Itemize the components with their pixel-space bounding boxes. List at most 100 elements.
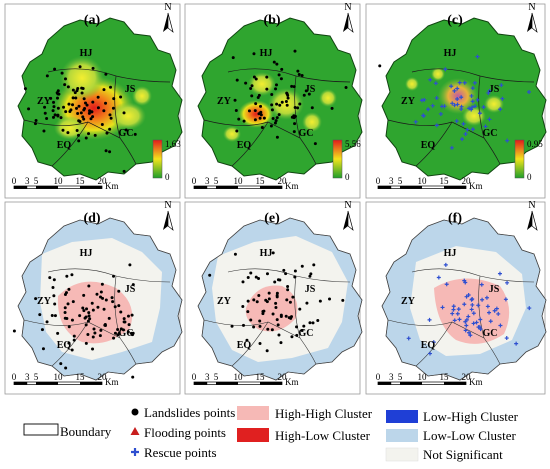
landslide-point-icon xyxy=(119,95,123,99)
landslide-point-icon xyxy=(270,108,274,112)
scale-tick-label: 0 xyxy=(12,372,17,382)
landslide-point-icon xyxy=(38,313,42,317)
rescue-point-icon xyxy=(464,317,469,322)
landslide-point-icon xyxy=(108,150,112,154)
landslide-point-icon xyxy=(300,264,304,268)
landslide-point-icon xyxy=(45,116,49,120)
landslide-point-icon xyxy=(130,313,134,317)
landslide-point-icon xyxy=(328,297,332,301)
landslide-point-icon xyxy=(84,101,88,105)
flooding-point-icon xyxy=(130,427,140,435)
landslide-point-icon xyxy=(284,314,288,318)
landslide-point-icon xyxy=(27,107,31,111)
legend-high-low-swatch xyxy=(237,428,269,442)
landslide-point-icon xyxy=(64,110,68,114)
landslide-point-icon xyxy=(260,126,264,130)
landslide-point-icon xyxy=(88,109,92,113)
rescue-point-icon xyxy=(470,296,475,301)
landslide-point-icon xyxy=(293,122,297,126)
landslide-point-icon xyxy=(34,118,38,122)
district-label: JS xyxy=(305,84,316,95)
scale-tick-label: 10 xyxy=(418,372,428,382)
landslide-point-icon xyxy=(117,331,121,335)
landslide-point-icon xyxy=(279,315,283,319)
landslide-point-icon xyxy=(298,102,302,106)
rescue-point-icon xyxy=(457,317,462,322)
landslide-point-icon xyxy=(122,111,126,115)
rescue-point-icon xyxy=(460,137,465,142)
legend-high-high-swatch xyxy=(237,406,269,420)
landslide-point-icon xyxy=(86,319,90,323)
landslide-point-icon xyxy=(63,77,67,81)
landslide-point-icon xyxy=(241,323,245,327)
landslide-point-icon xyxy=(96,106,100,110)
landslide-point-icon xyxy=(95,292,99,296)
landslide-point-icon xyxy=(87,111,91,115)
landslide-point-icon xyxy=(63,306,67,310)
scale-tick-label: 0 xyxy=(376,372,381,382)
rescue-point-icon xyxy=(466,292,471,297)
rescue-point-icon xyxy=(413,119,418,124)
landslide-point-icon xyxy=(254,275,258,279)
landslide-point-icon xyxy=(75,129,79,133)
landslide-point-icon xyxy=(298,307,302,311)
landslide-point-icon xyxy=(252,325,256,329)
rescue-point-icon xyxy=(470,302,475,307)
north-label: N xyxy=(528,200,535,211)
legend-not-significant-label: Not Significant xyxy=(423,447,503,462)
landslide-point-icon xyxy=(246,299,250,303)
landslide-point-icon xyxy=(271,251,275,255)
landslide-point-icon xyxy=(71,300,75,304)
legend-low-low-label: Low-Low Cluster xyxy=(423,428,516,443)
scale-tick-label: 15 xyxy=(76,372,86,382)
north-label: N xyxy=(164,2,171,13)
district-label: HJ xyxy=(444,248,457,259)
landslide-point-icon xyxy=(53,314,57,318)
rescue-point-icon xyxy=(468,333,473,338)
district-label: JS xyxy=(489,84,500,95)
landslide-point-icon xyxy=(276,278,280,282)
landslide-point-icon xyxy=(87,132,91,136)
scale-tick-label: 15 xyxy=(76,176,86,186)
landslide-point-icon xyxy=(52,294,56,298)
landslide-point-icon xyxy=(127,323,131,327)
landslide-point-icon xyxy=(109,85,113,89)
landslide-point-icon xyxy=(119,327,123,331)
landslide-point-icon xyxy=(286,284,290,288)
north-label: N xyxy=(528,2,535,13)
district-label: EQ xyxy=(57,140,72,151)
legend-boundary-label: Boundary xyxy=(60,424,112,439)
landslide-point-icon xyxy=(344,85,348,89)
district-label: HJ xyxy=(260,48,273,59)
landslide-point-icon xyxy=(275,135,279,139)
rescue-point-icon xyxy=(469,307,474,312)
landslide-point-icon xyxy=(45,74,49,78)
rescue-point-icon xyxy=(455,96,460,101)
landslide-point-icon xyxy=(230,324,234,328)
landslide-point-icon xyxy=(287,316,291,320)
landslide-point-icon xyxy=(249,87,253,91)
landslide-point-icon xyxy=(52,100,56,104)
rescue-point-icon xyxy=(459,104,464,109)
scale-tick-label: 3 xyxy=(25,176,30,186)
landslide-point-icon xyxy=(262,309,266,313)
landslide-point-icon xyxy=(259,104,263,108)
landslide-point-icon xyxy=(56,114,60,118)
landslide-point-icon xyxy=(233,252,237,256)
district-label: GC xyxy=(299,128,314,139)
landslide-point-icon xyxy=(102,109,106,113)
panel-c xyxy=(381,17,547,181)
landslide-point-icon xyxy=(76,111,80,115)
rescue-point-icon xyxy=(455,311,460,316)
landslide-point-icon xyxy=(80,86,84,90)
scale-tick-label: 15 xyxy=(440,176,450,186)
district-label: EQ xyxy=(57,340,72,351)
district-label: EQ xyxy=(237,340,252,351)
landslide-point-icon xyxy=(253,118,257,122)
landslide-point-icon xyxy=(266,327,270,331)
landslide-point-icon xyxy=(290,84,294,88)
scale-tick-label: 3 xyxy=(389,176,394,186)
panel-label-f: (f) xyxy=(448,211,462,226)
landslide-point-icon xyxy=(69,108,73,112)
